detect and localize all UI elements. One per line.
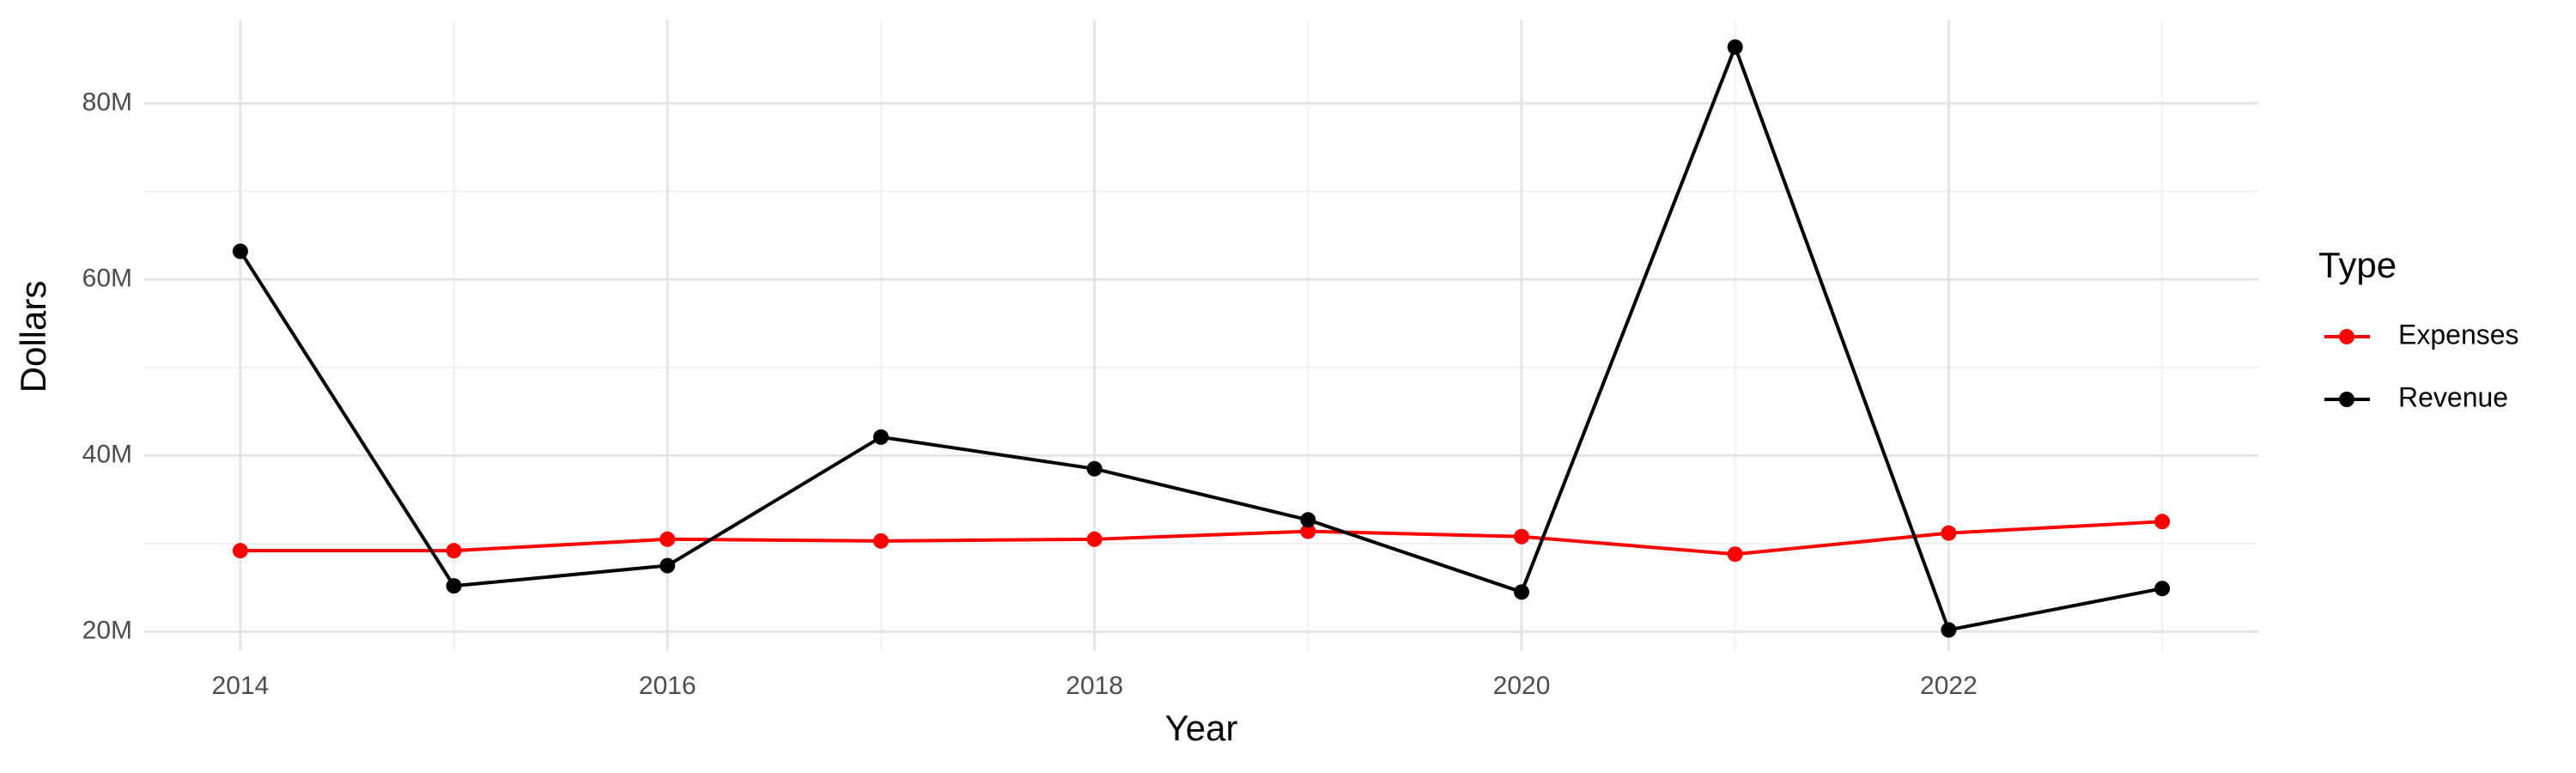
data-point bbox=[1300, 512, 1316, 528]
x-tick-label: 2018 bbox=[1066, 672, 1123, 700]
data-point bbox=[872, 533, 889, 549]
legend-title: Type bbox=[2318, 245, 2397, 285]
data-point bbox=[1727, 39, 1743, 55]
data-point bbox=[659, 557, 676, 574]
data-point bbox=[232, 243, 248, 259]
data-point bbox=[1300, 523, 1316, 539]
data-point bbox=[872, 429, 889, 445]
data-point bbox=[1727, 546, 1743, 563]
data-point bbox=[446, 543, 462, 559]
y-tick-label: 20M bbox=[82, 616, 132, 644]
legend-label: Revenue bbox=[2398, 381, 2508, 412]
data-point bbox=[2154, 581, 2171, 597]
y-tick-label: 60M bbox=[82, 264, 132, 292]
series-line bbox=[239, 42, 2163, 632]
data-point bbox=[232, 543, 248, 559]
legend-label: Expenses bbox=[2398, 319, 2519, 350]
x-tick-label: 2016 bbox=[639, 672, 696, 700]
x-tick-label: 2022 bbox=[1920, 672, 1978, 700]
y-tick-label: 40M bbox=[82, 440, 132, 468]
series-line bbox=[240, 520, 2163, 557]
data-point bbox=[2154, 514, 2171, 530]
data-point bbox=[1941, 525, 1957, 541]
data-point bbox=[1941, 622, 1957, 638]
x-tick-label: 2020 bbox=[1493, 672, 1551, 700]
data-point bbox=[1086, 460, 1103, 477]
y-tick-label: 80M bbox=[82, 88, 132, 116]
data-point bbox=[1086, 531, 1103, 547]
data-point bbox=[446, 578, 462, 594]
y-axis-title: Dollars bbox=[13, 281, 53, 393]
x-tick-label: 2014 bbox=[212, 672, 270, 700]
legend-marker bbox=[2339, 392, 2354, 407]
legend-marker bbox=[2339, 329, 2354, 344]
x-axis-title: Year bbox=[1165, 708, 1238, 748]
data-point bbox=[659, 531, 676, 547]
data-point bbox=[1514, 584, 1530, 600]
data-point bbox=[1514, 528, 1530, 545]
